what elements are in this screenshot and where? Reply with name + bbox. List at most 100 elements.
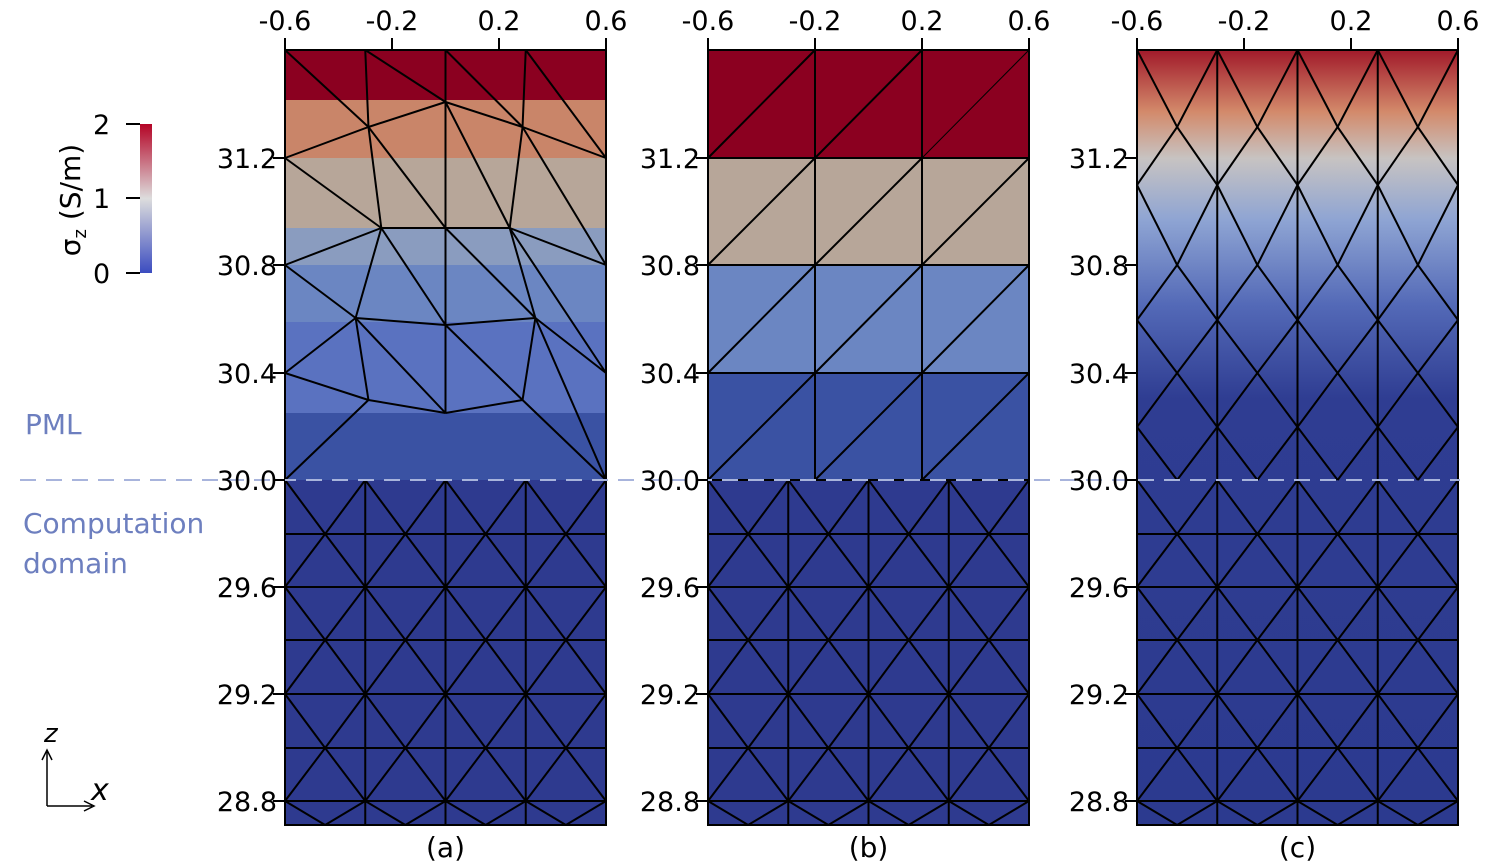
mesh-edge	[404, 693, 447, 749]
mesh-edge	[787, 479, 830, 535]
mesh-edge	[284, 479, 326, 535]
mesh-edge	[1417, 264, 1459, 321]
mesh-edge	[947, 747, 990, 802]
mesh-edge	[921, 264, 1030, 374]
x-tick-label: 0.6	[1437, 6, 1480, 37]
mesh-edge	[1136, 800, 1178, 826]
colorbar: 2 1 0 σz (S/m)	[54, 110, 152, 290]
panel-label: (a)	[426, 831, 465, 864]
mesh-edge	[907, 693, 950, 749]
mesh-edge	[1176, 586, 1219, 641]
mesh-edge	[1336, 479, 1379, 535]
mesh-edge	[444, 747, 487, 802]
mesh-edge	[747, 533, 790, 588]
z-tick-label: 30.4	[217, 359, 277, 390]
mesh-edge	[1377, 800, 1419, 826]
x-tick-label: -0.6	[1111, 6, 1164, 37]
mesh-edge	[524, 49, 607, 159]
mesh-edge	[324, 800, 366, 826]
mesh-edge	[1296, 426, 1339, 481]
x-tick-label: 0.6	[1008, 6, 1051, 37]
panel-c	[1136, 49, 1459, 826]
z-tick-label: 30.8	[1069, 251, 1129, 282]
mesh-edge	[1136, 184, 1179, 266]
mesh-edge	[867, 533, 910, 588]
mesh-edge	[1176, 426, 1219, 481]
mesh-edge	[1176, 372, 1219, 428]
mesh-edge	[947, 479, 990, 535]
mesh-edge	[827, 693, 870, 749]
mesh-edge	[947, 693, 990, 749]
mesh-edge	[747, 693, 790, 749]
mesh-edge	[1216, 126, 1259, 186]
mesh-edge	[354, 317, 447, 414]
mesh-edge	[827, 479, 870, 535]
mesh-edge	[747, 586, 790, 641]
mesh-edge	[1417, 639, 1459, 695]
mesh-edge	[787, 800, 829, 826]
mesh-edge	[1176, 800, 1218, 826]
mesh-edge	[1256, 693, 1299, 749]
mesh-edge	[1256, 426, 1299, 481]
axis-icon-x: x	[90, 773, 109, 808]
mesh-edge	[1256, 49, 1299, 128]
mesh-edge	[284, 126, 369, 159]
colorbar-label: σz (S/m)	[54, 144, 91, 256]
mesh-edge	[814, 264, 923, 374]
panel-b	[707, 49, 1030, 826]
mesh-edge	[364, 479, 407, 535]
z-tick-label: 31.2	[217, 144, 277, 175]
mesh-edge	[1136, 264, 1178, 321]
mesh-edge	[707, 693, 749, 749]
mesh-edge	[814, 157, 923, 266]
mesh-edge	[1336, 372, 1379, 428]
mesh-edge	[908, 800, 950, 826]
tick-labels: -0.6 -0.2 0.2 0.6 31.2 30.8 30.4 30.0 29.6 29.2 28…	[217, 6, 1480, 864]
mesh-edge	[1256, 747, 1299, 802]
mesh-edge	[404, 479, 447, 535]
mesh-edge	[1416, 184, 1459, 266]
mesh-edge	[787, 639, 830, 695]
mesh-edge	[827, 800, 870, 826]
mesh-edge	[814, 372, 923, 481]
mesh-edge	[525, 800, 567, 826]
mesh-edge	[988, 479, 1030, 535]
mesh-edge	[524, 479, 567, 535]
mesh-edge	[524, 639, 567, 695]
mesh-edge	[484, 693, 527, 749]
mesh-edge	[404, 747, 447, 802]
mesh-edge	[444, 324, 524, 401]
mesh-edge	[1376, 586, 1419, 641]
mesh-edge	[827, 533, 870, 588]
z-tick-label: 30.0	[640, 466, 700, 497]
x-tick-label: 0.6	[585, 6, 628, 37]
z-tick-label: 30.0	[217, 466, 277, 497]
mesh-edge	[1376, 533, 1419, 588]
x-tick-label: -0.6	[682, 6, 735, 37]
mesh-edge	[827, 639, 870, 695]
z-tick-label: 29.2	[1069, 680, 1129, 711]
mesh-edge	[444, 800, 487, 826]
mesh-edge	[324, 533, 367, 588]
mesh-edge	[444, 49, 524, 128]
mesh-edge	[988, 639, 1030, 695]
z-tick-label: 29.6	[1069, 573, 1129, 604]
mesh-edge	[1176, 639, 1219, 695]
mesh-edge	[508, 227, 607, 374]
mesh-edge	[485, 800, 527, 826]
mesh-edge	[988, 586, 1030, 641]
mesh-edge	[747, 639, 790, 695]
mesh-edge	[284, 693, 326, 749]
panel-frame	[284, 49, 607, 826]
mesh-edge	[445, 399, 523, 414]
mesh-edge	[368, 101, 446, 128]
mesh-edge	[1136, 533, 1178, 588]
mesh-edge	[1336, 126, 1379, 186]
mesh-edge	[1376, 639, 1419, 695]
mesh-edge	[814, 49, 923, 159]
mesh-edge	[1256, 533, 1299, 588]
mesh-edge	[404, 800, 447, 826]
z-tick-label: 30.0	[1069, 466, 1129, 497]
mesh-edge	[324, 747, 367, 802]
mesh-edge	[1176, 533, 1219, 588]
